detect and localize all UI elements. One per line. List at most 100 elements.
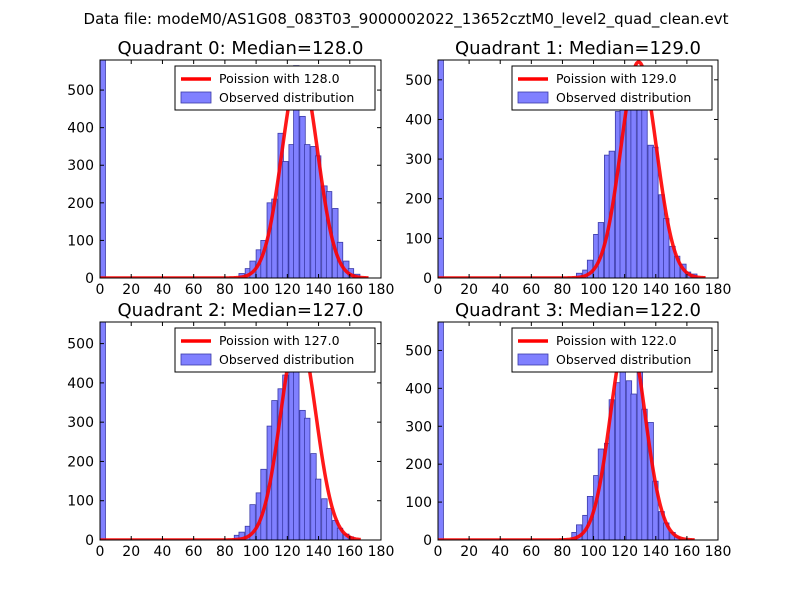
y-tick-label: 300 — [405, 152, 432, 168]
histogram-bar — [630, 95, 637, 278]
x-tick-label: 140 — [642, 544, 669, 560]
y-tick-label: 500 — [67, 83, 94, 99]
subplot-2: 0 20 40 60 80 100 120 140 160 1800100200300400500… — [67, 300, 394, 560]
x-tick-label: 20 — [460, 544, 478, 560]
x-tick-label: 160 — [674, 282, 701, 298]
y-tick-label: 200 — [405, 192, 432, 208]
legend-bar-swatch — [517, 91, 549, 104]
y-tick-label: 0 — [85, 533, 94, 549]
histogram-bar — [315, 478, 322, 540]
histogram-bar — [438, 322, 444, 540]
x-tick-label: 40 — [154, 282, 172, 298]
y-tick-label: 300 — [67, 415, 94, 431]
y-tick-label: 500 — [67, 337, 94, 353]
subplot-title: Quadrant 3: Median=122.0 — [455, 300, 701, 321]
x-tick-label: 160 — [674, 544, 701, 560]
y-tick-label: 100 — [67, 233, 94, 249]
y-tick-label: 200 — [67, 454, 94, 470]
legend-fit-label: Poission with 127.0 — [219, 333, 340, 348]
y-tick-label: 500 — [405, 343, 432, 359]
subplot-title: Quadrant 2: Median=127.0 — [118, 300, 364, 321]
legend-fit-label: Poission with 128.0 — [219, 71, 340, 86]
x-tick-label: 120 — [274, 544, 301, 560]
x-tick-label: 120 — [611, 282, 638, 298]
plot-area — [438, 322, 696, 540]
legend: Poission with 122.0 Observed distribution — [511, 327, 713, 373]
subplot-0: 0 20 40 60 80 100 120 140 160 1800100200300400500… — [67, 38, 394, 298]
legend-bar-label: Observed distribution — [219, 352, 354, 367]
subplot-3: 0 20 40 60 80 100 120 140 160 1800100200300400500… — [405, 300, 731, 560]
x-tick-label: 80 — [216, 282, 234, 298]
x-tick-label: 60 — [185, 282, 203, 298]
x-tick-label: 20 — [460, 282, 478, 298]
x-tick-label: 0 — [434, 282, 443, 298]
y-tick-label: 200 — [67, 196, 94, 212]
legend-bar-label: Observed distribution — [219, 90, 354, 105]
y-tick-label: 400 — [67, 376, 94, 392]
x-tick-label: 100 — [580, 282, 607, 298]
axes-frame — [99, 59, 382, 279]
histogram-bar — [304, 417, 311, 540]
y-tick-label: 400 — [67, 121, 94, 137]
x-tick-label: 160 — [336, 544, 363, 560]
y-tick-label: 100 — [67, 494, 94, 510]
x-tick-label: 100 — [243, 282, 270, 298]
histogram-bar — [325, 508, 333, 540]
x-tick-label: 140 — [642, 282, 669, 298]
histogram-bar — [304, 144, 311, 278]
legend: Poission with 128.0 Observed distribution — [174, 65, 376, 111]
legend-bar-swatch — [180, 91, 212, 104]
x-tick-label: 0 — [96, 544, 105, 560]
y-tick-label: 200 — [405, 457, 432, 473]
x-tick-label: 140 — [305, 282, 332, 298]
x-tick-label: 120 — [274, 282, 301, 298]
x-tick-label: 60 — [522, 282, 540, 298]
x-tick-label: 160 — [336, 282, 363, 298]
x-tick-label: 100 — [580, 544, 607, 560]
subplot-title: Quadrant 1: Median=129.0 — [455, 38, 701, 59]
x-tick-label: 20 — [122, 544, 140, 560]
subplot-1: 0 20 40 60 80 100 120 140 160 1800100200300400500… — [405, 38, 731, 298]
histogram-bar — [282, 161, 289, 278]
x-tick-label: 40 — [154, 544, 172, 560]
y-tick-label: 100 — [405, 231, 432, 247]
x-tick-label: 180 — [705, 282, 732, 298]
axes-frame — [99, 321, 382, 541]
x-tick-label: 20 — [122, 282, 140, 298]
x-tick-label: 140 — [305, 544, 332, 560]
plot-area — [100, 322, 362, 540]
histogram-bar — [100, 60, 106, 278]
histogram-bar — [238, 531, 245, 540]
histogram-bar — [293, 362, 300, 540]
plots-area: 0 20 40 60 80 100 120 140 160 1800100200300400500… — [67, 38, 731, 560]
legend-fit-label: Poission with 122.0 — [556, 333, 677, 348]
legend: Poission with 127.0 Observed distribution — [174, 327, 376, 373]
legend-bar-label: Observed distribution — [556, 352, 691, 367]
axes-frame — [437, 59, 719, 279]
x-tick-label: 40 — [491, 282, 509, 298]
histogram-bar — [641, 101, 648, 278]
histogram-bar — [249, 504, 256, 540]
legend-bar-swatch — [517, 353, 549, 366]
y-tick-label: 100 — [405, 495, 432, 511]
histogram-bar — [438, 60, 444, 278]
subplot-title: Quadrant 0: Median=128.0 — [118, 38, 364, 59]
x-tick-label: 180 — [705, 544, 732, 560]
y-tick-label: 300 — [405, 419, 432, 435]
y-tick-label: 0 — [85, 271, 94, 287]
x-tick-label: 80 — [216, 544, 234, 560]
x-tick-label: 60 — [185, 544, 203, 560]
x-tick-label: 80 — [554, 282, 572, 298]
y-tick-label: 0 — [423, 533, 432, 549]
x-tick-label: 40 — [491, 544, 509, 560]
x-tick-label: 60 — [522, 544, 540, 560]
legend-bar-label: Observed distribution — [556, 90, 691, 105]
legend: Poission with 129.0 Observed distribution — [511, 65, 713, 111]
y-tick-label: 500 — [405, 73, 432, 89]
y-tick-label: 400 — [405, 112, 432, 128]
x-tick-label: 0 — [434, 544, 443, 560]
x-tick-label: 0 — [96, 282, 105, 298]
x-tick-label: 120 — [611, 544, 638, 560]
legend-bar-swatch — [180, 353, 212, 366]
